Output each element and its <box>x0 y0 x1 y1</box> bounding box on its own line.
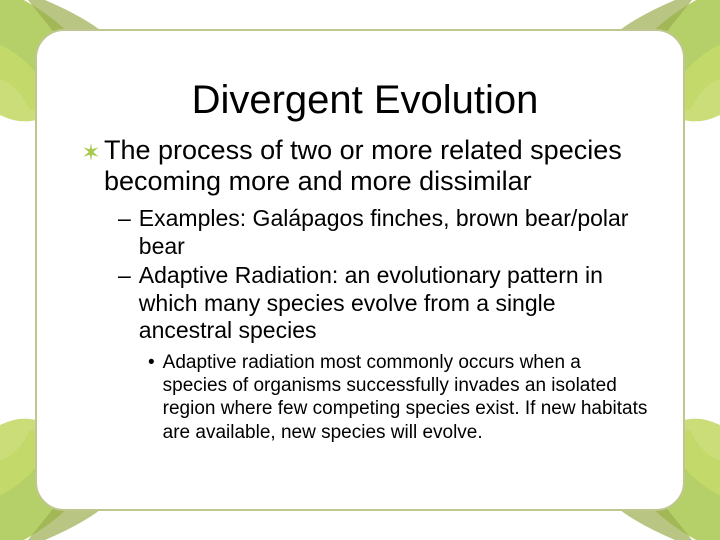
dash-icon: – <box>118 205 131 232</box>
main-bullet: The process of two or more related speci… <box>80 135 650 197</box>
star-icon <box>80 141 102 163</box>
sub-sub-bullet: • Adaptive radiation most commonly occur… <box>148 351 650 444</box>
sub-bullet: – Adaptive Radiation: an evolutionary pa… <box>118 262 650 345</box>
dash-icon: – <box>118 262 131 289</box>
sub-sub-text: Adaptive radiation most commonly occurs … <box>163 351 650 444</box>
sub-bullet-list: – Examples: Galápagos finches, brown bea… <box>118 205 650 345</box>
sub-bullet: – Examples: Galápagos finches, brown bea… <box>118 205 650 260</box>
dot-icon: • <box>148 351 155 375</box>
main-text: The process of two or more related speci… <box>104 135 650 197</box>
sub-text: Examples: Galápagos finches, brown bear/… <box>139 205 650 260</box>
slide-content: Divergent Evolution The process of two o… <box>0 0 720 540</box>
slide-title: Divergent Evolution <box>80 78 650 123</box>
sub-sub-bullet-list: • Adaptive radiation most commonly occur… <box>148 351 650 444</box>
sub-text: Adaptive Radiation: an evolutionary patt… <box>139 262 650 345</box>
